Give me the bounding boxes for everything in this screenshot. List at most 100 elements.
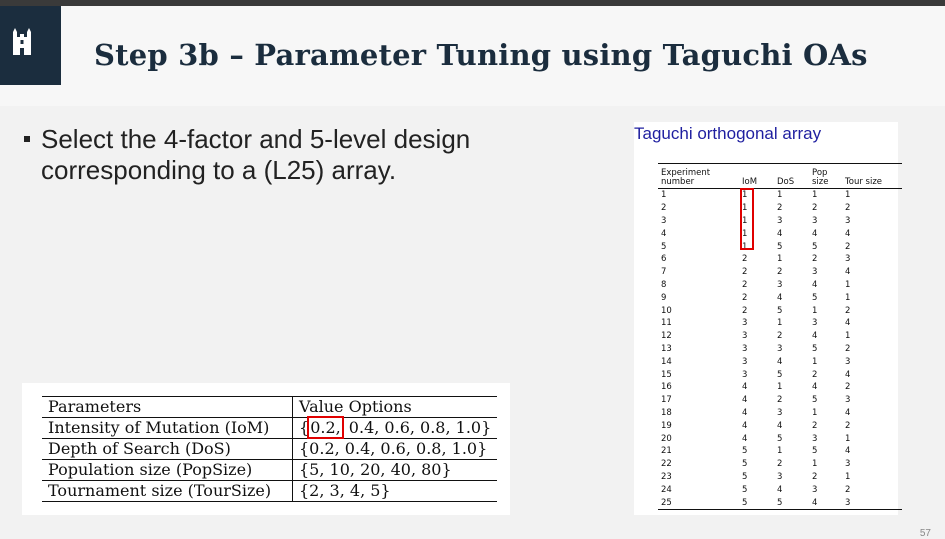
table-row: 1 1 1 1 1 xyxy=(658,189,902,202)
table-cell: 2 xyxy=(777,331,783,342)
table-cell: 1 xyxy=(812,459,818,470)
table-cell: 4 xyxy=(742,395,748,406)
taguchi-array-panel: Taguchi orthogonal array Experiment numb… xyxy=(634,122,902,515)
table-cell: 1 xyxy=(777,318,783,329)
table-cell: 4 xyxy=(777,292,783,303)
table-cell: 2 xyxy=(845,343,851,354)
table-cell: 3 xyxy=(777,343,783,354)
table-row: 10 2 5 1 2 xyxy=(658,304,902,317)
table-cell: 4 xyxy=(812,279,818,290)
table-cell: 24 xyxy=(661,484,672,495)
table-cell: 10 xyxy=(661,305,672,316)
table-cell: 1 xyxy=(845,279,851,290)
top-bar xyxy=(0,0,945,6)
table-row: 21 5 1 5 4 xyxy=(658,445,902,458)
table-cell: 1 xyxy=(742,241,748,252)
table-header-row: Parameters Value Options xyxy=(42,396,498,418)
table-cell: 2 xyxy=(742,267,748,278)
table-cell: 3 xyxy=(845,216,851,226)
table-cell: 4 xyxy=(812,228,818,239)
table-row: 20 4 5 3 1 xyxy=(658,432,902,445)
table-cell: 1 xyxy=(845,190,851,201)
table-row: Population size (PopSize) {5, 10, 20, 40… xyxy=(42,459,498,481)
table-cell: 1 xyxy=(845,331,851,342)
table-cell: 8 xyxy=(661,279,667,290)
table-cell: 2 xyxy=(812,471,818,482)
table-cell: 4 xyxy=(742,433,748,444)
table-header-cell: Experiment number xyxy=(658,163,739,189)
table-cell: 2 xyxy=(812,420,818,431)
parameter-name: Tournament size (TourSize) xyxy=(42,480,293,502)
table-row: 4 1 4 4 4 xyxy=(658,227,902,240)
table-row: 23 5 3 2 1 xyxy=(658,471,902,484)
table-row: 25 5 5 4 3 xyxy=(658,496,902,511)
table-row: 22 5 2 1 3 xyxy=(658,458,902,471)
table-header-cell: Tour size xyxy=(842,163,902,189)
castle-icon xyxy=(13,28,31,55)
table-cell: 1 xyxy=(812,356,818,367)
table-row: 24 5 4 3 2 xyxy=(658,483,902,496)
table-cell: 1 xyxy=(742,216,748,226)
table-cell: 1 xyxy=(812,305,818,316)
table-cell: 4 xyxy=(742,420,748,431)
table-row: 17 4 2 5 3 xyxy=(658,394,902,407)
table-row: 19 4 4 2 2 xyxy=(658,419,902,432)
table-cell: 25 xyxy=(658,496,739,511)
table-cell: 5 xyxy=(742,484,748,495)
table-row: 14 3 4 1 3 xyxy=(658,355,902,368)
table-header-cell: Parameters xyxy=(42,396,293,418)
parameters-table: Parameters Value Options Intensity of Mu… xyxy=(42,396,498,502)
table-cell: 9 xyxy=(661,292,667,303)
table-cell: 1 xyxy=(812,407,818,418)
table-cell: 2 xyxy=(742,292,748,303)
table-cell: 4 xyxy=(812,382,818,393)
table-cell: 3 xyxy=(812,484,818,495)
table-cell: 2 xyxy=(845,382,851,393)
table-cell: 3 xyxy=(812,267,818,278)
table-cell: 2 xyxy=(742,305,748,316)
table-header-row: Experiment number IoM DoS Pop size Tour … xyxy=(658,163,902,189)
table-cell: 17 xyxy=(661,395,672,406)
table-cell: 5 xyxy=(774,496,809,511)
table-cell: 4 xyxy=(777,484,783,495)
table-cell: 14 xyxy=(661,356,672,367)
page-title: Step 3b – Parameter Tuning using Taguchi… xyxy=(94,38,868,72)
table-cell: 5 xyxy=(777,369,783,380)
parameter-values: {2, 3, 4, 5} xyxy=(292,480,498,502)
table-row: 18 4 3 1 4 xyxy=(658,407,902,420)
table-cell: 4 xyxy=(845,369,851,380)
table-row: Intensity of Mutation (IoM) {0.2, 0.4, 0… xyxy=(42,416,498,439)
table-cell: 5 xyxy=(812,241,818,252)
table-cell: 1 xyxy=(777,254,783,265)
table-row: 12 3 2 4 1 xyxy=(658,330,902,343)
table-row: 16 4 1 4 2 xyxy=(658,381,902,394)
table-cell: 13 xyxy=(661,343,672,354)
table-cell: 1 xyxy=(777,446,783,457)
table-header-cell: DoS xyxy=(774,163,809,189)
table-row: Tournament size (TourSize) {2, 3, 4, 5} xyxy=(42,480,498,502)
table-cell: 2 xyxy=(845,305,851,316)
table-cell: 2 xyxy=(845,241,851,252)
parameters-table-panel: Parameters Value Options Intensity of Mu… xyxy=(22,383,510,515)
table-cell: 1 xyxy=(812,190,818,201)
table-cell: 4 xyxy=(845,407,851,418)
table-cell: 12 xyxy=(661,331,672,342)
table-cell: 4 xyxy=(777,420,783,431)
value-lead: { xyxy=(299,418,310,437)
table-cell: 3 xyxy=(777,216,783,226)
table-cell: 5 xyxy=(812,343,818,354)
table-cell: 1 xyxy=(777,190,783,201)
table-cell: 1 xyxy=(845,433,851,444)
table-cell: 4 xyxy=(845,228,851,239)
table-row: 15 3 5 2 4 xyxy=(658,368,902,381)
parameter-name: Depth of Search (DoS) xyxy=(42,438,293,460)
table-cell: 1 xyxy=(845,292,851,303)
bullet-marker xyxy=(24,136,30,142)
table-cell: 5 xyxy=(777,305,783,316)
table-cell: 15 xyxy=(661,369,672,380)
table-cell: 5 xyxy=(777,241,783,252)
university-logo xyxy=(0,6,61,85)
table-cell: 21 xyxy=(661,446,672,457)
parameter-values: {0.2, 0.4, 0.6, 0.8, 1.0} xyxy=(292,416,498,439)
